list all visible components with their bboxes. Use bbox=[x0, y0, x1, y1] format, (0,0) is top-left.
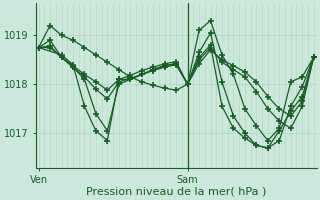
X-axis label: Pression niveau de la mer( hPa ): Pression niveau de la mer( hPa ) bbox=[86, 187, 266, 197]
